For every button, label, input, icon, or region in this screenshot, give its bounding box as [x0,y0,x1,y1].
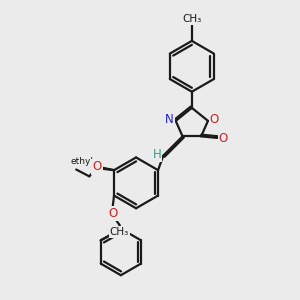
Text: CH₃: CH₃ [110,227,129,237]
Text: O: O [210,113,219,126]
Text: O: O [92,160,102,173]
Text: N: N [165,113,174,126]
Text: H: H [153,148,161,161]
Text: O: O [218,132,228,145]
Text: CH₃: CH₃ [182,14,202,24]
Text: O: O [109,207,118,220]
Text: ethyl: ethyl [71,157,94,166]
Text: O: O [92,161,102,175]
